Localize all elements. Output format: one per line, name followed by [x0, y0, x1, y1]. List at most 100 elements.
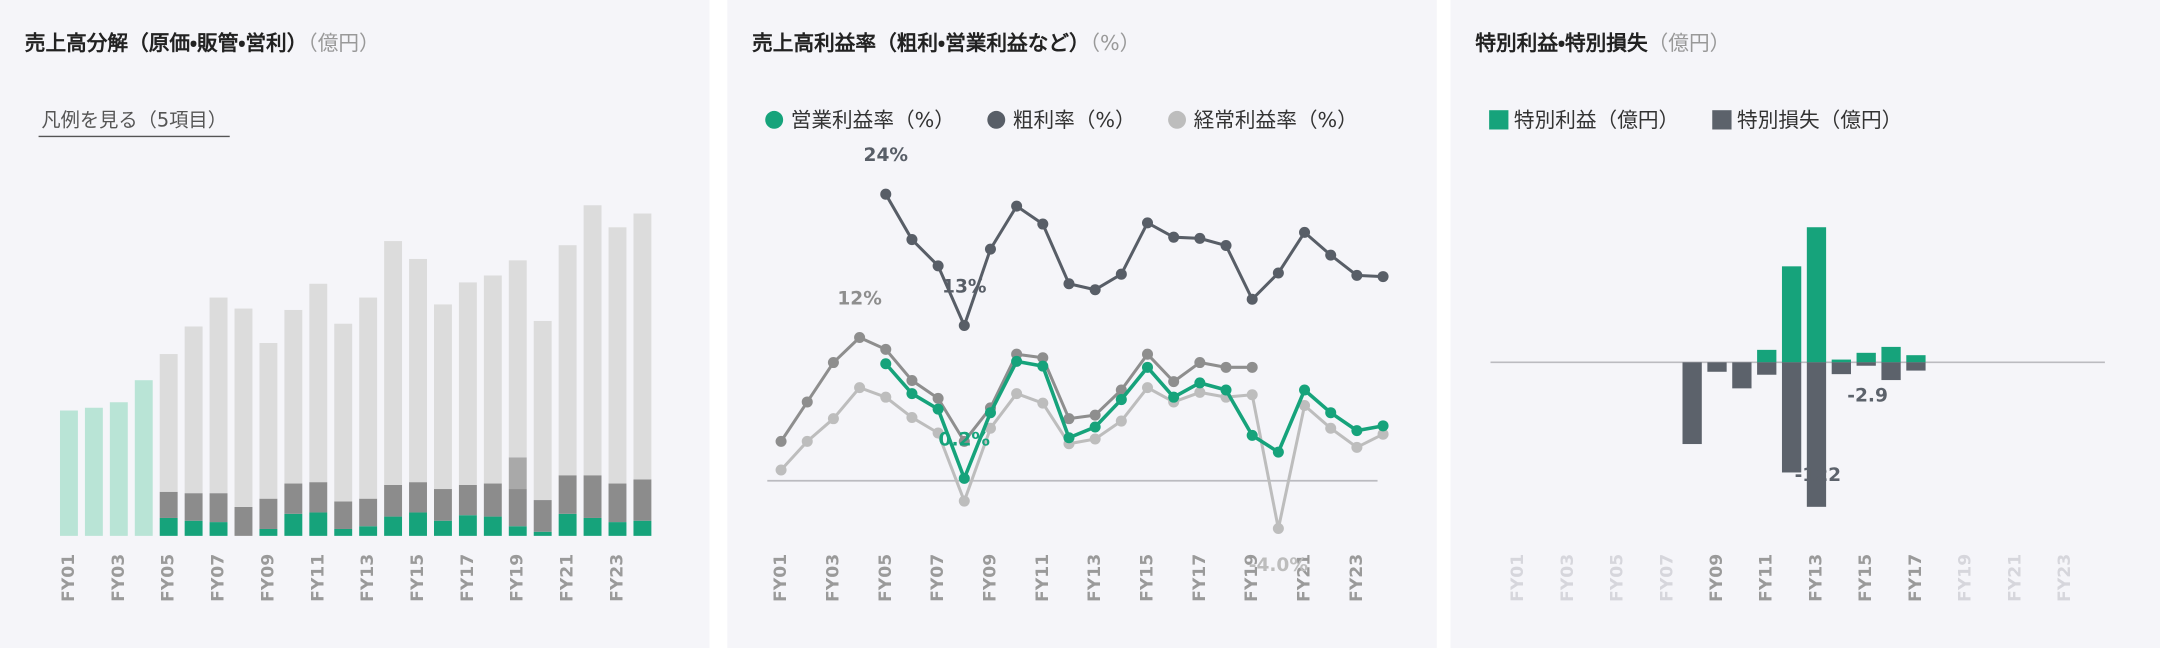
- point: [1063, 278, 1075, 290]
- bar-segment: [184, 493, 203, 521]
- series-line: [884, 193, 1384, 328]
- panel: [727, 0, 1437, 648]
- value-label: 24%: [864, 145, 909, 166]
- point: [906, 234, 918, 246]
- bar-segment: [558, 513, 577, 536]
- point: [1194, 377, 1206, 389]
- panel: [0, 0, 710, 648]
- legend-button[interactable]: 凡例を見る（5項目）: [41, 109, 227, 132]
- point: [1377, 271, 1389, 283]
- legend-label: 経常利益率（%）: [1194, 108, 1358, 132]
- point: [1115, 415, 1127, 427]
- legend-label: 営業利益率（%）: [791, 108, 955, 132]
- title-unit: （億円）: [1648, 31, 1731, 55]
- x-tick-label: FY23: [1347, 554, 1367, 602]
- point: [1115, 384, 1127, 396]
- bar-segment: [633, 213, 652, 480]
- bar-segment: [633, 520, 652, 536]
- point: [906, 388, 918, 400]
- legend-label: 特別利益（億円）: [1514, 108, 1679, 132]
- point: [1325, 422, 1337, 434]
- point: [1246, 361, 1258, 373]
- bar-segment: [384, 484, 403, 517]
- chart-title: 売上高分解（原価・販管・営利）（億円）: [25, 31, 380, 55]
- point: [906, 411, 918, 423]
- bar-segment: [159, 491, 178, 518]
- bar-segment: [433, 304, 452, 490]
- point: [1325, 249, 1337, 261]
- bar-segment: [633, 479, 652, 521]
- point: [1351, 425, 1363, 437]
- point: [1272, 523, 1284, 535]
- legend-marker: [987, 110, 1006, 129]
- bar-segment: [458, 484, 477, 516]
- point: [1141, 217, 1154, 229]
- bar-segment: [558, 245, 577, 476]
- legend-marker: [1489, 110, 1509, 130]
- x-tick-label: FY01: [59, 554, 79, 602]
- bar-segment: [409, 258, 427, 483]
- x-tick-label: FY09: [1707, 554, 1727, 602]
- x-tick-label: FY19: [1242, 554, 1262, 602]
- point: [1063, 432, 1075, 444]
- point: [984, 243, 996, 255]
- point: [1194, 357, 1206, 369]
- legend: 特別利益（億円） 特別損失（億円）: [1489, 108, 1902, 132]
- point: [1115, 394, 1127, 406]
- bar-segment: [209, 297, 228, 494]
- point: [1194, 232, 1206, 244]
- bar-segment: [359, 498, 378, 527]
- point: [932, 392, 944, 404]
- point: [1299, 400, 1311, 412]
- x-tick-label: FY13: [358, 554, 378, 602]
- bar-segment: [1856, 352, 1876, 363]
- legend: 営業利益率（%） 粗利率（%） 経常利益率（%）: [765, 108, 1358, 132]
- point: [1220, 240, 1232, 252]
- bar-segment: [409, 482, 427, 513]
- bar-segment: [59, 410, 78, 536]
- bar-segment: [359, 297, 378, 499]
- point: [854, 382, 866, 394]
- x-tick-label: FY17: [458, 554, 478, 602]
- point: [1141, 348, 1154, 360]
- point: [880, 343, 892, 355]
- point: [1194, 386, 1206, 398]
- bar-segment: [309, 283, 328, 483]
- x-tick-label: FY11: [1033, 554, 1053, 602]
- bar-segment: [458, 515, 477, 536]
- bar-segment: [608, 483, 627, 523]
- bar-segment: [309, 512, 328, 536]
- point: [906, 374, 918, 386]
- bar-segment: [1856, 362, 1876, 366]
- bar-segment: [209, 522, 228, 536]
- point: [775, 464, 787, 476]
- value-label: -122: [1795, 465, 1842, 486]
- point: [1037, 360, 1049, 372]
- bar-segment: [608, 522, 627, 536]
- point: [1011, 388, 1023, 400]
- x-tick-label: FY19: [1956, 554, 1976, 602]
- point: [880, 358, 892, 370]
- bar-segment: [259, 498, 278, 529]
- bar-segment: [583, 205, 602, 476]
- point: [1377, 428, 1389, 440]
- bar-segment: [483, 483, 502, 517]
- x-tick-label: FY17: [1906, 554, 1926, 602]
- x-tick-label: FY23: [607, 554, 627, 602]
- x-tick-label: FY01: [771, 554, 791, 602]
- x-tick-label: FY13: [1085, 554, 1105, 602]
- point: [1141, 361, 1154, 373]
- x-tick-label: FY15: [1138, 554, 1158, 602]
- bar-segment: [359, 526, 378, 536]
- point: [1299, 384, 1311, 396]
- legend-marker: [1168, 110, 1187, 129]
- point: [801, 396, 813, 408]
- point: [854, 331, 866, 343]
- bar-segment: [384, 241, 403, 485]
- point: [932, 427, 944, 439]
- bar-segment: [1781, 266, 1802, 363]
- bar-segment: [433, 520, 452, 536]
- x-tick-label: FY15: [408, 554, 428, 602]
- point: [1063, 413, 1075, 425]
- bar-segment: [608, 227, 627, 484]
